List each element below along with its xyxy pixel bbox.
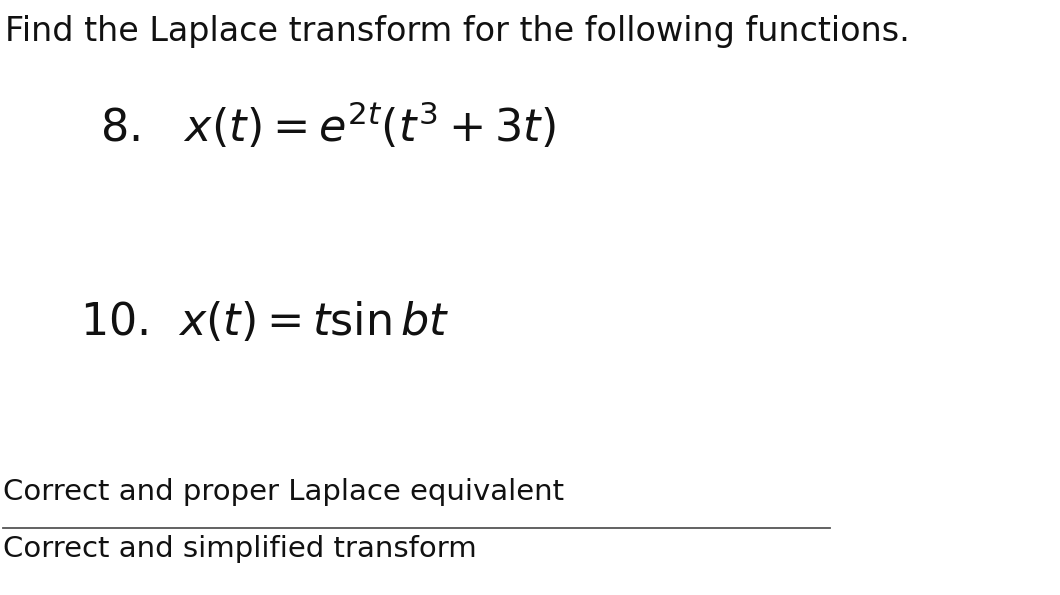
Text: Correct and simplified transform: Correct and simplified transform — [3, 535, 477, 563]
Text: 8.   $x(t) = e^{2t}(t^3 + 3t)$: 8. $x(t) = e^{2t}(t^3 + 3t)$ — [100, 100, 555, 151]
Text: Find the Laplace transform for the following functions.: Find the Laplace transform for the follo… — [5, 15, 909, 48]
Text: Correct and proper Laplace equivalent: Correct and proper Laplace equivalent — [3, 478, 564, 506]
Text: 10.  $x(t) = t\sin bt$: 10. $x(t) = t\sin bt$ — [80, 300, 449, 344]
